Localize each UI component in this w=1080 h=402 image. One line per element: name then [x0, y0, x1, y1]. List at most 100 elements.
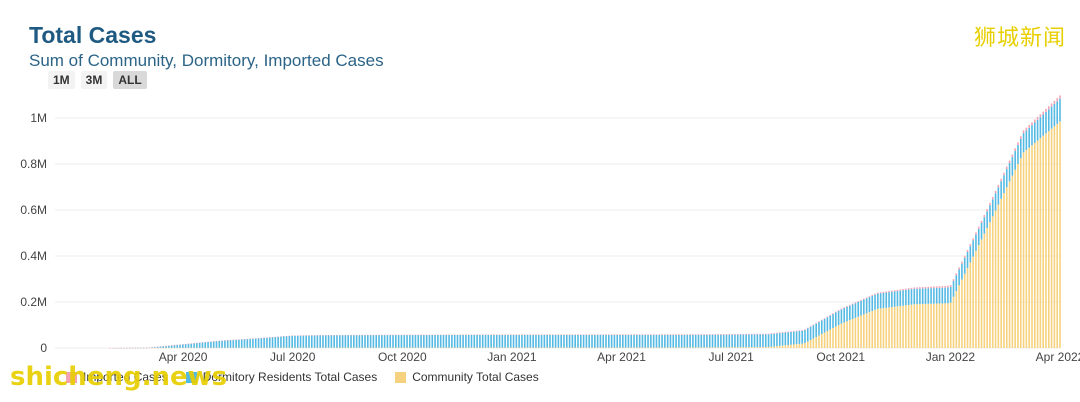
bar-segment [714, 347, 717, 348]
bar-segment [215, 341, 218, 348]
bar-segment [871, 294, 874, 296]
bar-segment [602, 334, 605, 348]
bar-segment [616, 334, 619, 348]
bar-segment [837, 325, 840, 348]
bar-segment [669, 334, 672, 335]
bar-segment [386, 335, 389, 348]
range-button-3m[interactable]: 3M [80, 71, 108, 89]
bar-segment [638, 334, 641, 335]
bar-segment [1019, 138, 1022, 159]
bar-segment [1005, 166, 1008, 170]
bar-segment [821, 334, 823, 348]
bar-segment [983, 214, 986, 218]
bar-segment [1047, 106, 1050, 110]
bar-segment [666, 334, 669, 335]
legend-swatch-imported [66, 371, 77, 383]
bar-segment [947, 303, 949, 348]
bar-segment [798, 330, 801, 332]
bar-segment [1000, 178, 1002, 182]
bar-segment [238, 339, 240, 348]
bar-segment [338, 335, 341, 348]
bar-segment [700, 334, 703, 348]
bar-segment [535, 334, 537, 348]
bar-segment [330, 335, 333, 348]
bar-segment [428, 335, 431, 348]
bar-segment [863, 298, 865, 300]
bar-segment [784, 332, 787, 346]
bar-segment [835, 326, 837, 348]
bar-segment [1059, 121, 1061, 348]
bar-segment [1033, 119, 1036, 123]
bar-segment [308, 335, 310, 348]
legend-item-community[interactable]: Community Total Cases [395, 370, 539, 384]
bar-segment [980, 220, 983, 223]
bar-segment [1056, 98, 1058, 102]
bar-segment [748, 334, 750, 348]
bar-segment [285, 336, 288, 348]
bar-segment [725, 334, 728, 348]
x-tick-label: Jul 2020 [270, 350, 316, 364]
bar-segment [714, 334, 717, 335]
bar-segment [431, 335, 434, 348]
bar-segment [792, 344, 795, 348]
bar-segment [610, 334, 613, 335]
bar-segment [767, 333, 770, 335]
bar-segment [722, 334, 725, 335]
bar-segment [851, 319, 854, 348]
bar-segment [694, 334, 697, 335]
legend-item-dormitory[interactable]: Dormitory Residents Total Cases [185, 370, 377, 384]
bar-segment [190, 343, 193, 348]
bar-segment [622, 334, 624, 335]
bar-segment [714, 334, 717, 348]
bar-segment [874, 293, 876, 295]
legend-item-imported[interactable]: Imported Cases [66, 370, 168, 384]
range-button-all[interactable]: ALL [113, 71, 147, 89]
bar-segment [420, 335, 422, 348]
bar-segment [941, 303, 944, 348]
bar-segment [708, 347, 711, 348]
bar-segment [414, 335, 417, 348]
bar-segment [809, 326, 812, 340]
bar-segment [921, 287, 924, 289]
bar-segment [423, 335, 425, 348]
bar-segment [778, 333, 781, 346]
x-tick-label: Oct 2021 [816, 350, 865, 364]
bar-segment [1039, 114, 1042, 118]
bar-segment [459, 334, 462, 348]
bar-segment [742, 334, 745, 348]
bar-segment [843, 308, 846, 323]
bar-segment [546, 334, 548, 348]
bar-segment [1017, 142, 1019, 146]
bar-segment [322, 335, 324, 348]
bar-segment [246, 339, 249, 348]
bar-segment [770, 334, 773, 347]
y-tick-label: 0.4M [20, 249, 47, 263]
bar-segment [686, 334, 689, 348]
bar-segment [916, 288, 918, 305]
bar-segment [664, 334, 666, 348]
bar-segment [905, 305, 907, 348]
bar-segment [582, 334, 585, 348]
bar-segment [849, 305, 851, 321]
bar-segment [776, 346, 778, 348]
range-button-1m[interactable]: 1M [48, 71, 75, 89]
bar-segment [947, 287, 949, 304]
bar-segment [756, 333, 759, 335]
bar-segment [655, 334, 658, 348]
bar-segment [963, 255, 966, 258]
bar-segment [689, 334, 691, 348]
bar-segment [966, 252, 969, 269]
bar-segment [395, 335, 397, 348]
bar-segment [966, 249, 969, 253]
bar-segment [997, 187, 1000, 205]
bar-segment [650, 334, 652, 335]
bar-segment [961, 279, 963, 348]
bar-segment [983, 217, 986, 234]
bar-segment [521, 334, 523, 348]
bar-segment [383, 335, 386, 348]
y-tick-label: 0.8M [20, 157, 47, 171]
bar-segment [708, 334, 711, 335]
bar-segment [1045, 133, 1047, 348]
bar-segment [832, 328, 834, 348]
bar-segment [784, 331, 787, 333]
